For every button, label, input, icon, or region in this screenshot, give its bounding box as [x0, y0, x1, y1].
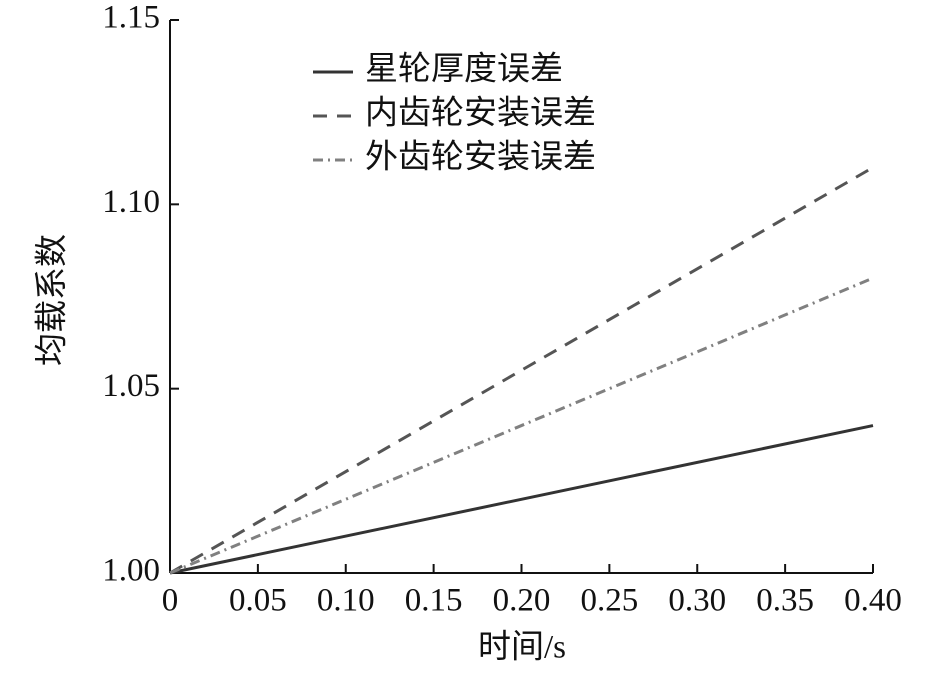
x-tick-label: 0.25 [581, 583, 639, 619]
y-tick-label: 1.05 [102, 368, 160, 404]
x-tick-label: 0.10 [317, 583, 375, 619]
legend-label: 星轮厚度误差 [365, 51, 563, 88]
x-tick-label: 0.30 [668, 583, 726, 619]
x-tick-label: 0.15 [405, 583, 463, 619]
x-tick-label: 0.20 [493, 583, 551, 619]
data-line [169, 424, 874, 575]
data-line [169, 166, 874, 575]
x-tick-label: 0.05 [229, 583, 287, 619]
x-tick-label: 0.40 [844, 583, 902, 619]
x-tick-label: 0.35 [756, 583, 814, 619]
x-tick-label: 0 [162, 583, 179, 619]
y-tick-label: 1.10 [102, 184, 160, 220]
legend-label: 外齿轮安装误差 [365, 139, 596, 176]
y-axis-label: 均载系数 [34, 234, 71, 366]
legend-label: 内齿轮安装误差 [365, 95, 596, 132]
data-line [169, 276, 874, 575]
y-tick-label: 1.15 [102, 0, 160, 36]
x-axis-label: 时间/s [478, 630, 566, 666]
y-tick-label: 1.00 [102, 553, 160, 589]
